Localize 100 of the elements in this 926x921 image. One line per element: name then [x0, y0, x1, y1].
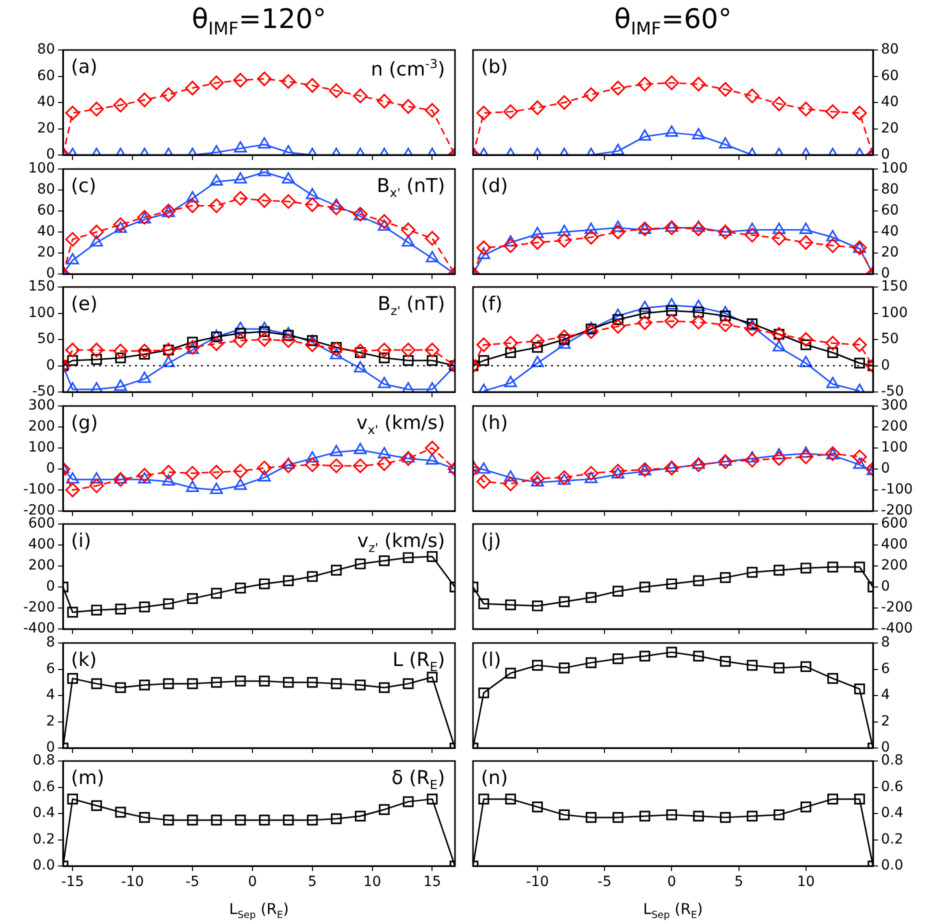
x-tick-label: 5 [734, 874, 744, 890]
y-tick-label: 0 [46, 460, 55, 477]
y-tick-label: 0 [46, 357, 55, 374]
y-tick-label: 40 [881, 224, 899, 240]
annotation: (m) [71, 767, 104, 789]
annotation: (d) [481, 175, 508, 197]
y-tick-label: 0 [881, 578, 890, 595]
y-tick-label: 60 [881, 202, 899, 219]
chart-title: θ$_{IMF}$=60° [613, 4, 733, 40]
annotation: (j) [481, 530, 502, 552]
y-tick-label: 20 [37, 244, 55, 261]
y-tick-label: 200 [881, 558, 908, 574]
y-tick-label: 0 [46, 146, 55, 163]
x-tick-label: 5 [308, 874, 317, 890]
y-tick-label: 8 [881, 634, 890, 651]
y-tick-label: 0 [881, 357, 890, 374]
y-tick-label: 600 [881, 516, 908, 532]
x-tick-label: -10 [526, 874, 549, 890]
y-tick-label: 100 [881, 160, 908, 177]
annotation: (l) [481, 649, 502, 671]
y-tick-label: 100 [28, 304, 55, 321]
y-tick-label: 100 [28, 440, 55, 456]
y-tick-label: 300 [881, 398, 908, 414]
y-tick-label: 100 [28, 160, 55, 177]
y-tick-label: 80 [881, 182, 899, 198]
x-tick-label: 0 [248, 874, 257, 890]
y-tick-label: 2 [881, 713, 890, 730]
annotation: (g) [71, 412, 98, 434]
annotation: (a) [71, 56, 98, 78]
y-tick-label: 4 [881, 687, 890, 704]
annotation: (f) [481, 293, 503, 315]
y-tick-label: 0 [46, 578, 55, 595]
annotation: (n) [481, 767, 508, 789]
y-tick-label: 0.6 [881, 778, 904, 795]
y-tick-label: -200 [23, 600, 55, 616]
y-tick-label: 2 [46, 713, 55, 730]
y-tick-label: 0 [881, 460, 890, 477]
y-tick-label: 60 [37, 202, 55, 219]
x-tick-label: 10 [796, 874, 815, 890]
annotation: B$_{x'}$ (nT) [376, 175, 445, 200]
y-tick-label: 600 [28, 516, 55, 532]
y-tick-label: 20 [881, 120, 899, 136]
y-tick-label: 0.2 [32, 831, 55, 848]
annotation: v$_{z'}$ (km/s) [357, 530, 445, 555]
y-tick-label: 0.0 [32, 858, 55, 874]
annotation: (c) [71, 175, 96, 197]
y-tick-label: 80 [881, 42, 899, 58]
annotation: (h) [481, 412, 508, 434]
y-tick-label: 200 [28, 558, 55, 574]
y-tick-label: 80 [37, 42, 55, 58]
x-axis-title: L$_{Sep}$ (R$_{E}$) [228, 900, 290, 921]
annotation: (k) [71, 649, 97, 671]
x-tick-label: -15 [61, 874, 84, 890]
y-tick-label: 0.8 [32, 752, 55, 769]
y-tick-label: -50 [881, 384, 904, 400]
y-tick-label: 0.8 [881, 752, 904, 769]
y-tick-label: 6 [881, 660, 890, 677]
annotation: δ (R$_{E}$) [391, 767, 445, 792]
x-tick-label: 0 [667, 874, 676, 890]
y-tick-label: 40 [37, 94, 55, 110]
y-tick-label: 20 [37, 120, 55, 136]
y-tick-label: 200 [28, 418, 55, 435]
annotation: v$_{x'}$ (km/s) [356, 412, 445, 437]
y-tick-label: 0 [881, 146, 890, 163]
annotation: L (R$_{E}$) [392, 649, 445, 674]
y-tick-label: 0.0 [881, 858, 904, 874]
annotation: B$_{z'}$ (nT) [378, 293, 445, 318]
x-tick-label: -5 [598, 874, 612, 890]
annotation: (i) [71, 530, 92, 552]
y-tick-label: 100 [881, 304, 908, 321]
y-tick-label: 40 [881, 94, 899, 110]
chart-title: θ$_{IMF}$=120° [190, 4, 328, 40]
y-tick-label: 50 [37, 331, 55, 348]
y-tick-label: 150 [28, 278, 55, 295]
x-tick-label: -10 [121, 874, 144, 890]
y-tick-label: 60 [37, 68, 55, 84]
y-tick-label: 0.4 [32, 805, 56, 822]
y-tick-label: 200 [881, 418, 908, 435]
y-tick-label: -100 [881, 482, 913, 498]
y-tick-label: 20 [881, 244, 899, 261]
y-tick-label: 150 [881, 278, 908, 295]
y-tick-label: 40 [37, 224, 55, 240]
y-tick-label: 60 [881, 68, 899, 84]
x-tick-label: -5 [185, 874, 200, 890]
annotation: (b) [481, 56, 508, 78]
x-tick-label: 10 [363, 874, 382, 890]
y-tick-label: 50 [881, 331, 899, 348]
y-tick-label: -50 [32, 384, 55, 400]
y-tick-label: 400 [881, 536, 908, 553]
y-tick-label: -100 [23, 482, 55, 498]
y-tick-label: 0.2 [881, 831, 904, 848]
y-tick-label: 8 [46, 634, 55, 651]
y-tick-label: 4 [46, 687, 56, 704]
x-tick-label: 15 [423, 874, 442, 890]
y-tick-label: -400 [881, 620, 913, 637]
annotation: (e) [71, 293, 98, 315]
y-tick-label: 6 [46, 660, 56, 677]
y-tick-label: 300 [28, 398, 55, 414]
y-tick-label: 80 [37, 182, 55, 198]
y-tick-label: -400 [23, 620, 55, 637]
